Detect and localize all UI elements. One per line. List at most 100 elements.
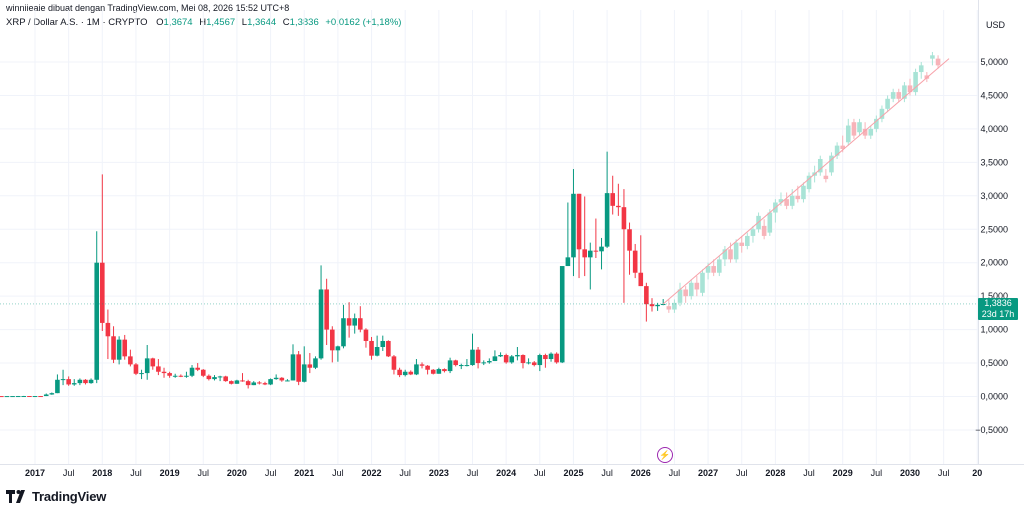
candle-body: [240, 380, 245, 382]
candle-body: [801, 185, 806, 200]
symbol-name[interactable]: XRP / Dollar A.S. · 1M · CRYPTO: [6, 17, 148, 28]
candle-body: [677, 289, 683, 303]
candle-down: [761, 219, 767, 240]
projection-trend-line: [662, 58, 950, 305]
candle-down: [229, 380, 234, 385]
candle-down: [694, 276, 700, 297]
candle-up: [599, 237, 604, 270]
candle-up: [587, 242, 593, 290]
candle-body: [885, 98, 890, 109]
candle-up: [548, 352, 554, 362]
low-label: L: [241, 17, 248, 28]
candle-up: [189, 365, 195, 378]
lightning-icon[interactable]: ⚡: [657, 447, 673, 463]
candle-body: [111, 336, 116, 360]
candle-body: [116, 339, 122, 360]
candle-body: [49, 393, 55, 395]
x-tick-label: 2030: [900, 468, 920, 478]
candle-up: [773, 199, 778, 223]
candle-up: [32, 395, 38, 398]
candle-body: [453, 360, 458, 366]
candle-down: [122, 334, 128, 360]
candle-body: [285, 380, 290, 382]
candle-down: [896, 88, 902, 103]
candle-body: [71, 383, 77, 385]
currency-label: USD: [986, 20, 1006, 30]
candle-up: [470, 333, 475, 366]
candle-down: [369, 336, 374, 360]
candle-body: [38, 396, 43, 398]
candle-body: [100, 262, 105, 323]
candle-body: [498, 355, 503, 357]
y-tick-label: −0,5000: [975, 425, 1008, 435]
candle-up: [571, 169, 576, 277]
candle-body: [531, 362, 537, 366]
candle-down: [150, 357, 156, 370]
candle-down: [386, 340, 391, 358]
candle-body: [447, 360, 453, 372]
candle-down: [156, 359, 161, 376]
candle-body: [503, 355, 509, 363]
time-axis[interactable]: 2017 Jul 2018 Jul 2019 Jul 2020 Jul 2021 Jul 2022 J…: [25, 468, 982, 478]
y-tick-label: 2,0000: [980, 258, 1008, 268]
candle-up: [71, 379, 77, 386]
candle-up: [273, 374, 279, 380]
candle-body: [481, 362, 487, 364]
candle-up: [436, 367, 442, 374]
x-tick-label: Jul: [736, 468, 748, 478]
candle-body: [587, 250, 593, 258]
candle-body: [874, 118, 879, 129]
candle-down: [503, 353, 509, 364]
candle-body: [4, 396, 10, 398]
candle-body: [234, 380, 240, 384]
candle-body: [890, 92, 896, 99]
candle-body: [229, 381, 234, 384]
candle-up: [380, 335, 386, 352]
candle-up: [515, 346, 520, 361]
candle-up: [88, 378, 94, 384]
candle-body: [0, 396, 4, 398]
candle-up: [902, 82, 907, 103]
candle-body: [464, 365, 470, 367]
candle-body: [156, 366, 161, 372]
candle-body: [649, 304, 655, 307]
candle-body: [470, 349, 475, 366]
candle-body: [655, 304, 660, 307]
candle-down: [784, 192, 789, 210]
candle-body: [660, 303, 666, 306]
candle-body: [559, 266, 565, 363]
tradingview-logo[interactable]: TradingView: [6, 489, 106, 504]
candle-body: [290, 354, 296, 381]
candle-down: [638, 235, 644, 287]
candle-body: [10, 396, 15, 398]
x-tick-label: Jul: [871, 468, 883, 478]
candle-body: [32, 396, 38, 398]
x-tick-label: 2027: [698, 468, 718, 478]
candle-body: [442, 369, 447, 372]
candle-body: [217, 376, 223, 378]
candle-body: [419, 364, 425, 366]
candle-body: [851, 122, 857, 136]
change-value: +0,0162 (+1,18%): [325, 17, 402, 28]
candle-up: [498, 352, 503, 358]
x-tick-label: Jul: [130, 468, 142, 478]
candle-down: [851, 118, 857, 139]
candle-up: [402, 369, 408, 377]
y-tick-label: 0,0000: [980, 392, 1008, 402]
candle-body: [750, 229, 756, 236]
candle-body: [144, 358, 150, 374]
y-tick-label: 4,0000: [980, 124, 1008, 134]
candle-down: [666, 299, 672, 313]
candle-up: [268, 378, 273, 386]
candle-down: [83, 379, 88, 385]
candle-body: [150, 358, 156, 367]
candle-body: [386, 340, 391, 357]
candles: [0, 51, 941, 398]
price-axis[interactable]: 5,0000 4,5000 4,0000 3,5000 3,0000 2,5000 2,00…: [975, 57, 1008, 435]
candle-down: [105, 309, 111, 360]
candle-up: [778, 192, 784, 206]
x-tick-label: 2029: [833, 468, 853, 478]
candle-body: [105, 322, 111, 337]
candle-body: [200, 369, 206, 376]
